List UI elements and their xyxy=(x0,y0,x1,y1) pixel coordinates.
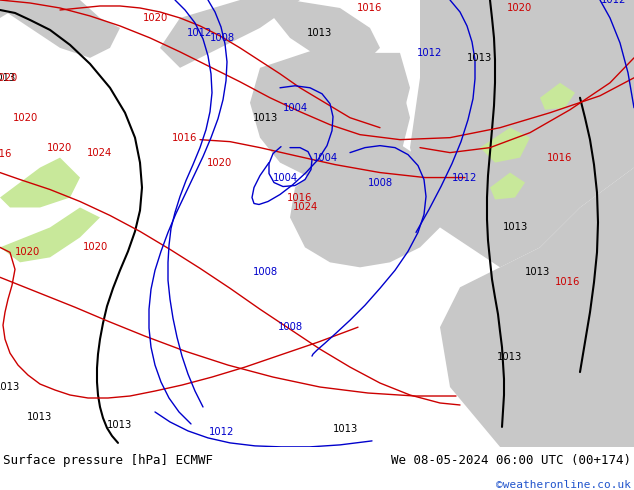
Polygon shape xyxy=(480,128,530,163)
Text: 1013: 1013 xyxy=(498,352,522,362)
Text: 1024: 1024 xyxy=(87,147,113,158)
Text: 1013: 1013 xyxy=(467,53,493,63)
Text: 1012: 1012 xyxy=(417,48,443,58)
Text: 1020: 1020 xyxy=(15,247,41,257)
Polygon shape xyxy=(500,347,634,447)
Polygon shape xyxy=(0,0,30,18)
Text: 1004: 1004 xyxy=(282,103,307,113)
Text: 1013: 1013 xyxy=(526,268,550,277)
Text: 1008: 1008 xyxy=(368,177,392,188)
Text: 1012: 1012 xyxy=(209,427,235,437)
Text: 1013: 1013 xyxy=(332,424,358,434)
Polygon shape xyxy=(290,138,440,268)
Text: 1020: 1020 xyxy=(507,3,533,13)
Polygon shape xyxy=(410,0,634,268)
Text: 1012: 1012 xyxy=(601,0,626,5)
Text: 1020: 1020 xyxy=(143,13,167,23)
Text: 1008: 1008 xyxy=(252,268,278,277)
Text: Surface pressure [hPa] ECMWF: Surface pressure [hPa] ECMWF xyxy=(3,454,213,467)
Text: 1013: 1013 xyxy=(252,113,278,122)
Polygon shape xyxy=(0,0,120,58)
Polygon shape xyxy=(540,83,575,110)
Polygon shape xyxy=(250,48,410,183)
Polygon shape xyxy=(540,0,634,88)
Text: 1024: 1024 xyxy=(292,202,318,213)
Text: 1016: 1016 xyxy=(287,193,313,202)
Text: 1013: 1013 xyxy=(27,412,53,422)
Text: 1013: 1013 xyxy=(0,73,16,83)
Text: 1012: 1012 xyxy=(187,28,212,38)
Polygon shape xyxy=(0,158,80,207)
Polygon shape xyxy=(160,0,300,68)
Text: 1016: 1016 xyxy=(547,152,573,163)
Text: 1020: 1020 xyxy=(13,113,37,122)
Text: 1013: 1013 xyxy=(0,382,21,392)
Text: 1004: 1004 xyxy=(313,152,337,163)
Text: 1012: 1012 xyxy=(452,172,477,183)
Polygon shape xyxy=(0,207,100,262)
Text: 1016: 1016 xyxy=(358,3,383,13)
Text: We 08-05-2024 06:00 UTC (00+174): We 08-05-2024 06:00 UTC (00+174) xyxy=(391,454,631,467)
Text: 1020: 1020 xyxy=(48,143,73,152)
Text: 1020: 1020 xyxy=(207,158,233,168)
Text: 1020: 1020 xyxy=(82,243,108,252)
Text: 1008: 1008 xyxy=(278,322,302,332)
Polygon shape xyxy=(270,0,380,68)
Polygon shape xyxy=(440,168,634,447)
Text: 1016: 1016 xyxy=(555,277,581,287)
Text: 1013: 1013 xyxy=(107,420,133,430)
Text: 1020: 1020 xyxy=(0,73,18,83)
Text: 1004: 1004 xyxy=(273,172,297,183)
Text: 1016: 1016 xyxy=(0,148,13,159)
Polygon shape xyxy=(490,172,525,199)
Text: 1013: 1013 xyxy=(502,222,527,232)
Text: 1016: 1016 xyxy=(172,133,198,143)
Polygon shape xyxy=(320,53,410,147)
Text: 1013: 1013 xyxy=(307,28,333,38)
Text: ©weatheronline.co.uk: ©weatheronline.co.uk xyxy=(496,480,631,490)
Text: 1008: 1008 xyxy=(209,33,235,43)
